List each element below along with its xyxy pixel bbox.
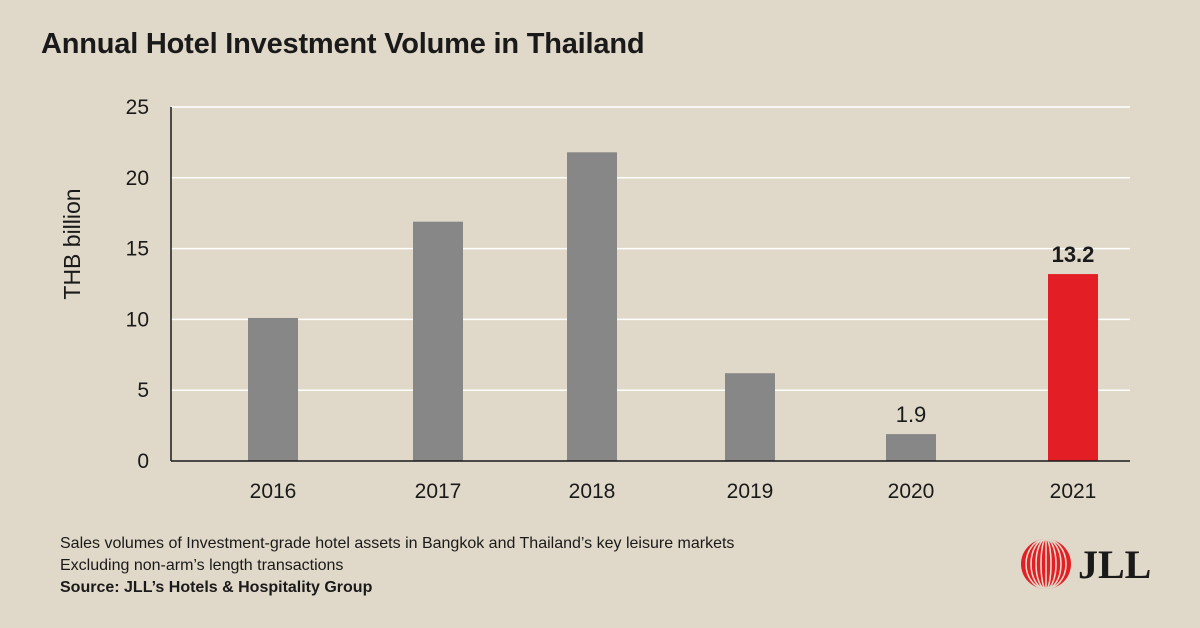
y-axis-title: THB billion	[59, 188, 85, 299]
bar-2016	[248, 317, 298, 461]
x-tick-label: 2017	[415, 480, 462, 503]
bar-2018	[567, 152, 617, 461]
x-tick-label: 2020	[888, 480, 935, 503]
x-tick-label: 2018	[569, 480, 616, 503]
footnotes: Sales volumes of Investment-grade hotel …	[60, 533, 734, 599]
logo-text: JLL	[1078, 541, 1152, 587]
source-note: Source: JLL’s Hotels & Hospitality Group	[60, 579, 373, 596]
bar-2019	[725, 373, 775, 461]
y-tick-label: 10	[126, 308, 149, 331]
jll-logo: JLL	[1020, 538, 1151, 590]
bars	[248, 152, 1098, 461]
x-tick-label: 2016	[250, 480, 297, 503]
data-label: 13.2	[1052, 242, 1095, 267]
data-label: 1.9	[896, 402, 927, 427]
y-tick-label: 15	[126, 238, 149, 261]
y-tick-label: 5	[137, 379, 149, 402]
y-tick-label: 0	[137, 450, 149, 473]
bar-2020	[886, 434, 936, 461]
footnote-exclusion: Excluding non-arm’s length transactions	[60, 557, 344, 574]
labels: 0 5 10 15 20 25 2016 2017 2018 2019 2020 1.9 2021 13.…	[126, 96, 1097, 503]
bar-2017	[413, 221, 463, 461]
x-tick-label: 2021	[1050, 480, 1097, 503]
gridlines	[171, 106, 1130, 391]
y-tick-label: 25	[126, 96, 149, 119]
bar-2021	[1048, 274, 1098, 461]
jll-logo-mark-icon	[1021, 539, 1071, 589]
page-title: Annual Hotel Investment Volume in Thaila…	[41, 28, 645, 60]
footnote-scope: Sales volumes of Investment-grade hotel …	[60, 535, 735, 552]
y-tick-label: 20	[126, 167, 149, 190]
axes	[170, 107, 1130, 462]
x-tick-label: 2019	[727, 480, 774, 503]
